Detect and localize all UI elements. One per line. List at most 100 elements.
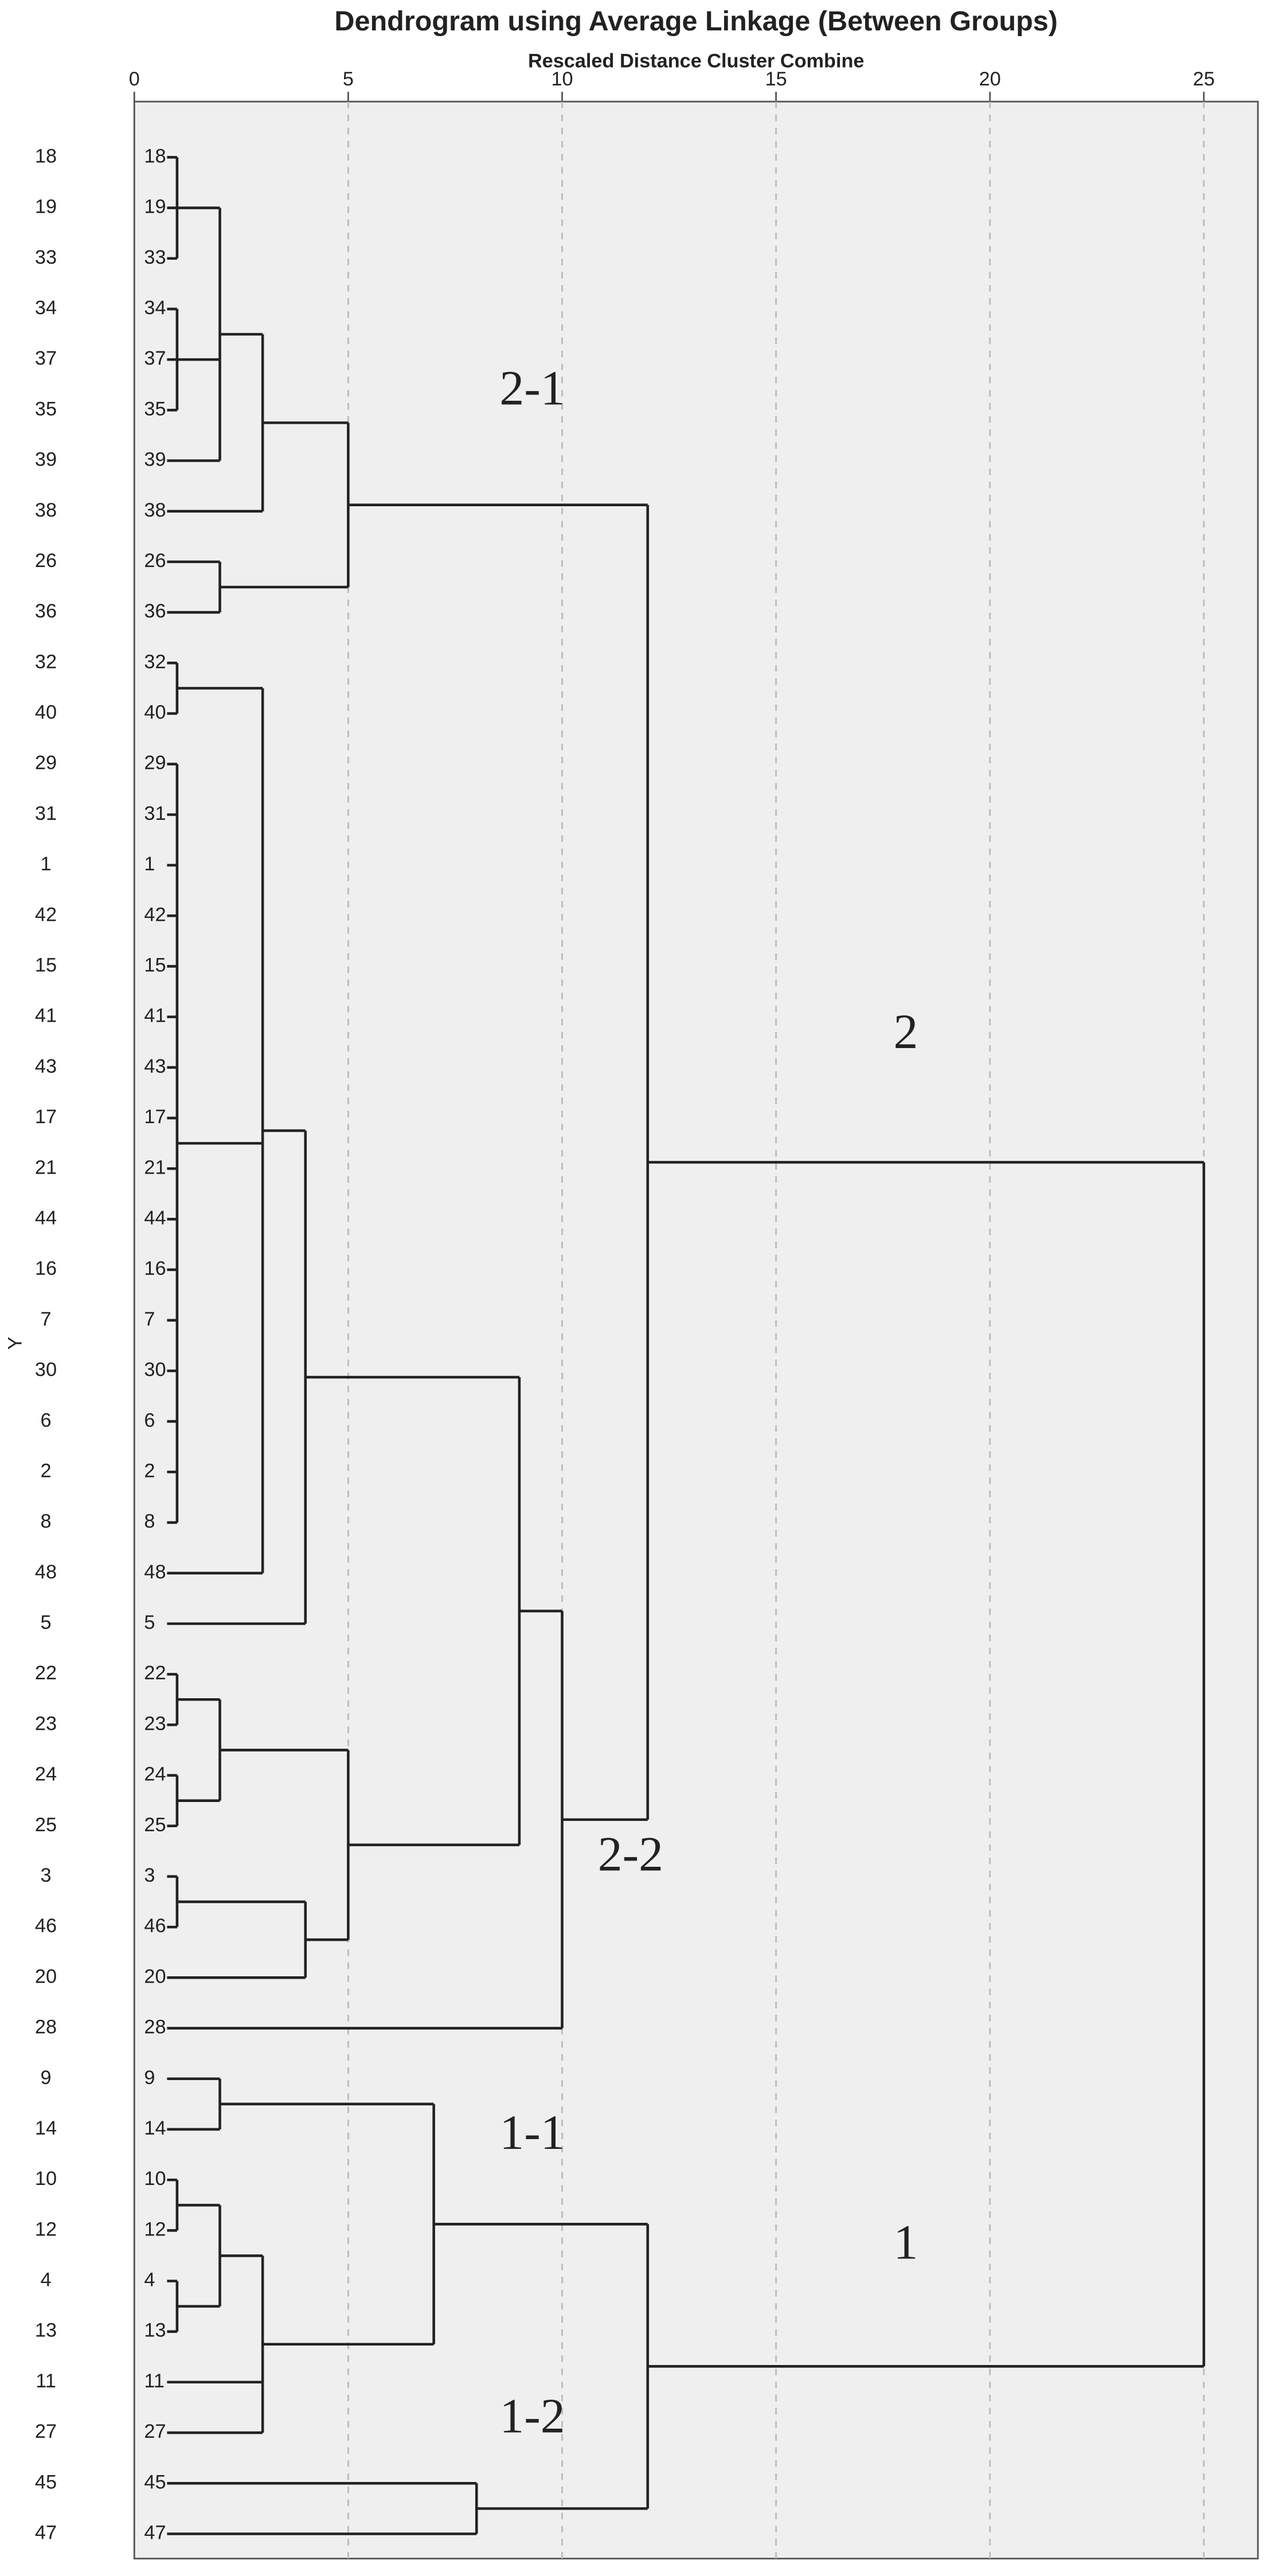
leaf-label-inner: 2: [144, 1460, 155, 1482]
leaf-label-inner: 37: [144, 347, 166, 369]
leaf-label: 28: [35, 2016, 57, 2038]
leaf-label: 43: [35, 1056, 57, 1077]
x-tick-label: 15: [765, 68, 787, 90]
leaf-label: 23: [35, 1713, 57, 1734]
leaf-label-inner: 17: [144, 1106, 166, 1128]
leaf-label-inner: 19: [144, 196, 166, 218]
cluster-annotation: 1: [893, 2215, 918, 2269]
leaf-label: 32: [35, 651, 57, 673]
leaf-label-inner: 28: [144, 2016, 166, 2038]
leaf-label: 31: [35, 803, 57, 824]
leaf-label: 14: [35, 2117, 57, 2139]
leaf-label: 9: [40, 2067, 51, 2089]
leaf-label: 25: [35, 1814, 57, 1836]
cluster-annotation: 1-1: [499, 2105, 565, 2160]
leaf-label-inner: 6: [144, 1409, 155, 1431]
leaf-label: 27: [35, 2421, 57, 2442]
leaf-label-inner: 35: [144, 398, 166, 420]
leaf-label: 47: [35, 2522, 57, 2544]
leaf-label-inner: 41: [144, 1005, 166, 1027]
leaf-label: 11: [36, 2370, 56, 2392]
leaf-label: 29: [35, 752, 57, 774]
leaf-label-inner: 43: [144, 1056, 166, 1077]
leaf-label-inner: 46: [144, 1915, 166, 1937]
leaf-label-inner: 30: [144, 1359, 166, 1381]
leaf-label-inner: 21: [144, 1156, 166, 1178]
leaf-label: 30: [35, 1359, 57, 1381]
leaf-label-inner: 10: [144, 2168, 166, 2190]
leaf-label: 10: [35, 2168, 57, 2190]
leaf-label-inner: 38: [144, 499, 166, 521]
leaf-label: 3: [40, 1864, 51, 1886]
leaf-label: 37: [35, 347, 57, 369]
leaf-label: 16: [35, 1258, 57, 1280]
leaf-label: 24: [35, 1764, 57, 1785]
cluster-annotation: 2-2: [598, 1827, 663, 1881]
leaf-label-inner: 4: [144, 2269, 155, 2291]
leaf-label-inner: 47: [144, 2522, 166, 2544]
axis-title: Rescaled Distance Cluster Combine: [528, 50, 865, 72]
leaf-label-inner: 39: [144, 449, 166, 471]
leaf-label: 19: [35, 196, 57, 218]
leaf-label-inner: 32: [144, 651, 166, 673]
leaf-label-inner: 26: [144, 550, 166, 572]
leaf-label: 2: [40, 1460, 51, 1482]
leaf-label-inner: 13: [144, 2320, 166, 2342]
leaf-label-inner: 22: [144, 1662, 166, 1684]
cluster-annotation: 2: [893, 1004, 918, 1059]
leaf-label-inner: 40: [144, 702, 166, 724]
leaf-label-inner: 45: [144, 2471, 166, 2493]
leaf-label-inner: 31: [144, 803, 166, 824]
leaf-label: 40: [35, 702, 57, 724]
leaf-label: 12: [35, 2218, 57, 2240]
leaf-label: 18: [35, 145, 57, 167]
x-tick-label: 0: [129, 68, 140, 90]
leaf-label: 44: [35, 1207, 57, 1229]
leaf-label: 36: [35, 600, 57, 622]
leaf-label: 13: [35, 2320, 57, 2342]
cluster-annotation: 2-1: [499, 361, 565, 415]
leaf-label-inner: 23: [144, 1713, 166, 1734]
y-axis-label: Y: [5, 1336, 26, 1350]
leaf-label: 26: [35, 550, 57, 572]
leaf-label-inner: 1: [144, 853, 155, 875]
leaf-label: 48: [35, 1561, 57, 1583]
x-tick-label: 20: [979, 68, 1001, 90]
leaf-label-inner: 36: [144, 600, 166, 622]
leaf-label: 34: [35, 297, 57, 319]
leaf-label-inner: 16: [144, 1258, 166, 1280]
leaf-label: 35: [35, 398, 57, 420]
leaf-label-inner: 3: [144, 1864, 155, 1886]
x-tick-label: 5: [343, 68, 354, 90]
x-tick-label: 25: [1193, 68, 1215, 90]
leaf-label: 21: [35, 1156, 57, 1178]
leaf-label-inner: 11: [144, 2370, 165, 2392]
leaf-label-inner: 20: [144, 1965, 166, 1987]
leaf-label-inner: 15: [144, 955, 166, 976]
leaf-label-inner: 18: [144, 145, 166, 167]
leaf-label-inner: 27: [144, 2421, 166, 2442]
leaf-label-inner: 24: [144, 1764, 166, 1785]
leaf-label-inner: 25: [144, 1814, 166, 1836]
leaf-label-inner: 42: [144, 904, 166, 925]
leaf-label: 42: [35, 904, 57, 925]
leaf-label: 5: [40, 1612, 51, 1633]
leaf-label: 33: [35, 247, 57, 268]
cluster-annotation: 1-2: [499, 2389, 565, 2443]
leaf-label-inner: 8: [144, 1511, 155, 1533]
x-tick-label: 10: [551, 68, 573, 90]
leaf-label-inner: 5: [144, 1612, 155, 1633]
leaf-label: 22: [35, 1662, 57, 1684]
leaf-label-inner: 33: [144, 247, 166, 268]
leaf-label: 4: [40, 2269, 51, 2291]
leaf-label: 7: [40, 1308, 51, 1330]
leaf-label: 8: [40, 1511, 51, 1533]
leaf-label-inner: 29: [144, 752, 166, 774]
leaf-label-inner: 12: [144, 2218, 166, 2240]
leaf-label: 45: [35, 2471, 57, 2493]
leaf-label-inner: 44: [144, 1207, 166, 1229]
leaf-label: 39: [35, 449, 57, 471]
leaf-label-inner: 48: [144, 1561, 166, 1583]
leaf-label: 41: [35, 1005, 57, 1027]
